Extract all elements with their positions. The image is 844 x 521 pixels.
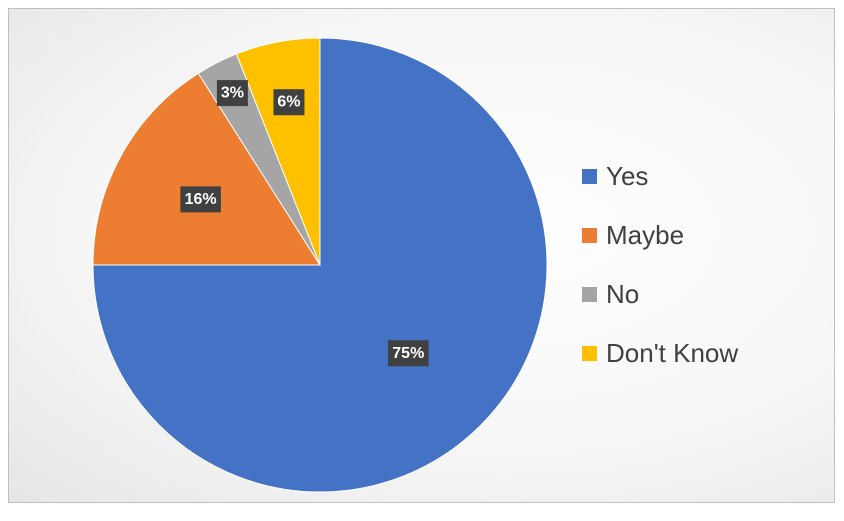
- pie-slices: [92, 37, 548, 493]
- legend-label: Maybe: [606, 220, 685, 250]
- legend-swatch: [582, 287, 597, 302]
- svg-text:6%: 6%: [277, 94, 300, 111]
- data-label-don-t-know: 6%: [273, 89, 305, 116]
- legend-label: Don't Know: [606, 338, 739, 368]
- legend-swatch: [582, 346, 597, 361]
- legend-item-yes: Yes: [582, 147, 738, 206]
- pie-chart: 75% 16% 3% 6%: [92, 37, 548, 493]
- data-label-yes: 75%: [388, 340, 429, 367]
- legend-swatch: [582, 228, 597, 243]
- chart-legend: Yes Maybe No Don't Know: [582, 147, 738, 383]
- svg-text:16%: 16%: [185, 191, 217, 208]
- pie-slice-yes: [92, 37, 548, 493]
- legend-item-don-t-know: Don't Know: [582, 324, 738, 383]
- data-label-maybe: 16%: [180, 186, 221, 213]
- legend-item-no: No: [582, 265, 738, 324]
- chart-area: 75% 16% 3% 6%: [8, 8, 835, 503]
- legend-label: No: [606, 279, 640, 309]
- legend-swatch: [582, 169, 597, 184]
- svg-text:3%: 3%: [221, 85, 244, 102]
- pie-data-labels: 75% 16% 3% 6%: [180, 80, 429, 367]
- legend-item-maybe: Maybe: [582, 206, 738, 265]
- pie-slice-maybe: [92, 72, 321, 266]
- data-label-no: 3%: [216, 80, 248, 107]
- svg-text:75%: 75%: [392, 345, 424, 362]
- legend-label: Yes: [606, 161, 649, 191]
